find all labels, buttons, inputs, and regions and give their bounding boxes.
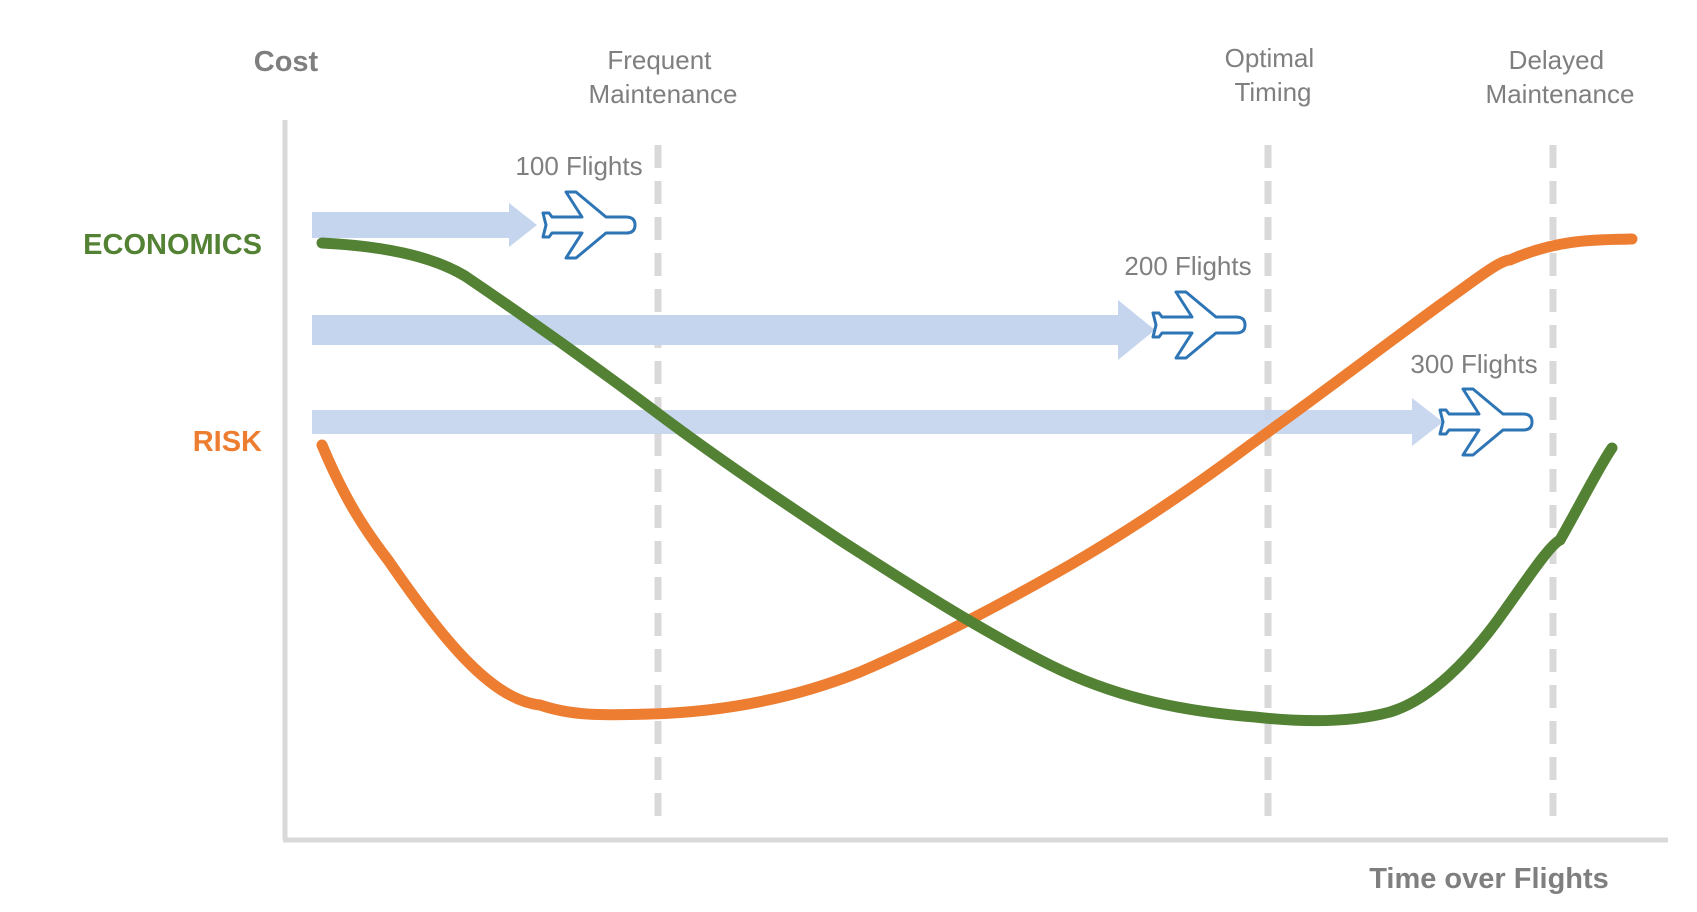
flight-arrow-100 <box>312 203 537 247</box>
airplane-icon <box>541 190 637 260</box>
risk-label: RISK <box>193 426 262 458</box>
flight-arrow-300 <box>312 398 1443 446</box>
airplane-icon <box>1151 290 1247 360</box>
economics-label: ECONOMICS <box>83 229 262 261</box>
frequent-maintenance-label: Frequent Maintenance <box>589 45 738 109</box>
delayed-maintenance-label: Delayed Maintenance <box>1486 45 1635 109</box>
flight-label-100: 100 Flights <box>515 151 642 181</box>
economics-curve <box>316 237 1618 727</box>
flight-arrow-200 <box>312 300 1155 360</box>
x-axis-title: Time over Flights <box>1369 863 1609 895</box>
flight-label-200: 200 Flights <box>1124 251 1251 281</box>
optimal-timing-label: Optimal Timing <box>1225 43 1322 107</box>
airplane-icon <box>1438 387 1534 457</box>
flight-label-300: 300 Flights <box>1410 349 1537 379</box>
y-axis-title: Cost <box>254 46 319 78</box>
